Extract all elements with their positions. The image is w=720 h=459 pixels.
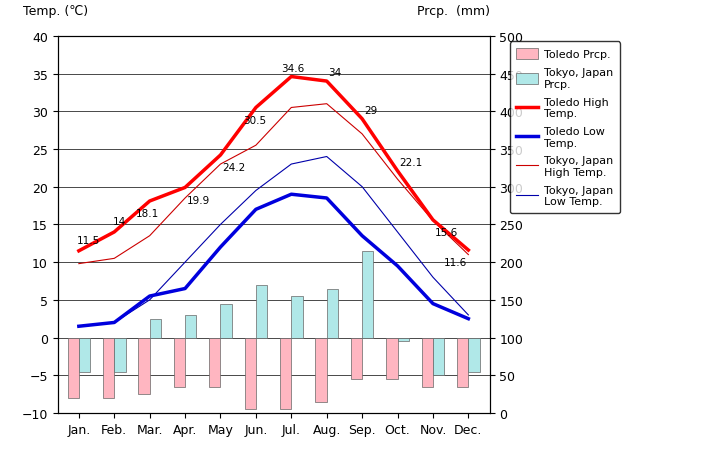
Bar [185, 315, 197, 338]
Bar [256, 285, 267, 338]
Bar [209, 338, 220, 387]
Text: 34.6: 34.6 [281, 63, 304, 73]
Bar [397, 338, 409, 341]
Bar [457, 338, 468, 387]
Bar [68, 338, 79, 398]
Text: Prcp.  (mm): Prcp. (mm) [417, 5, 490, 18]
Bar [150, 319, 161, 338]
Text: 22.1: 22.1 [400, 157, 423, 168]
Bar [245, 338, 256, 409]
Text: 34: 34 [328, 68, 342, 78]
Bar [351, 338, 362, 379]
Text: 30.5: 30.5 [243, 115, 266, 125]
Bar [280, 338, 292, 409]
Bar [468, 338, 480, 372]
Bar [433, 338, 444, 375]
Bar [79, 338, 90, 372]
Bar [292, 297, 302, 338]
Bar [327, 289, 338, 338]
Text: 24.2: 24.2 [222, 163, 246, 173]
Text: 14: 14 [112, 217, 126, 227]
Text: 11.6: 11.6 [444, 257, 467, 268]
Bar [362, 251, 374, 338]
Text: 11.5: 11.5 [77, 236, 100, 246]
Bar [386, 338, 397, 379]
Bar [174, 338, 185, 387]
Legend: Toledo Prcp., Tokyo, Japan
Prcp., Toledo High
Temp., Toledo Low
Temp., Tokyo, Ja: Toledo Prcp., Tokyo, Japan Prcp., Toledo… [510, 42, 620, 213]
Text: Temp. (℃): Temp. (℃) [23, 5, 88, 18]
Bar [103, 338, 114, 398]
Text: 19.9: 19.9 [187, 195, 210, 205]
Bar [315, 338, 327, 402]
Bar [422, 338, 433, 387]
Text: 29: 29 [364, 106, 377, 116]
Text: 15.6: 15.6 [435, 228, 458, 237]
Text: 18.1: 18.1 [135, 209, 158, 218]
Bar [114, 338, 125, 372]
Bar [220, 304, 232, 338]
Bar [138, 338, 150, 394]
